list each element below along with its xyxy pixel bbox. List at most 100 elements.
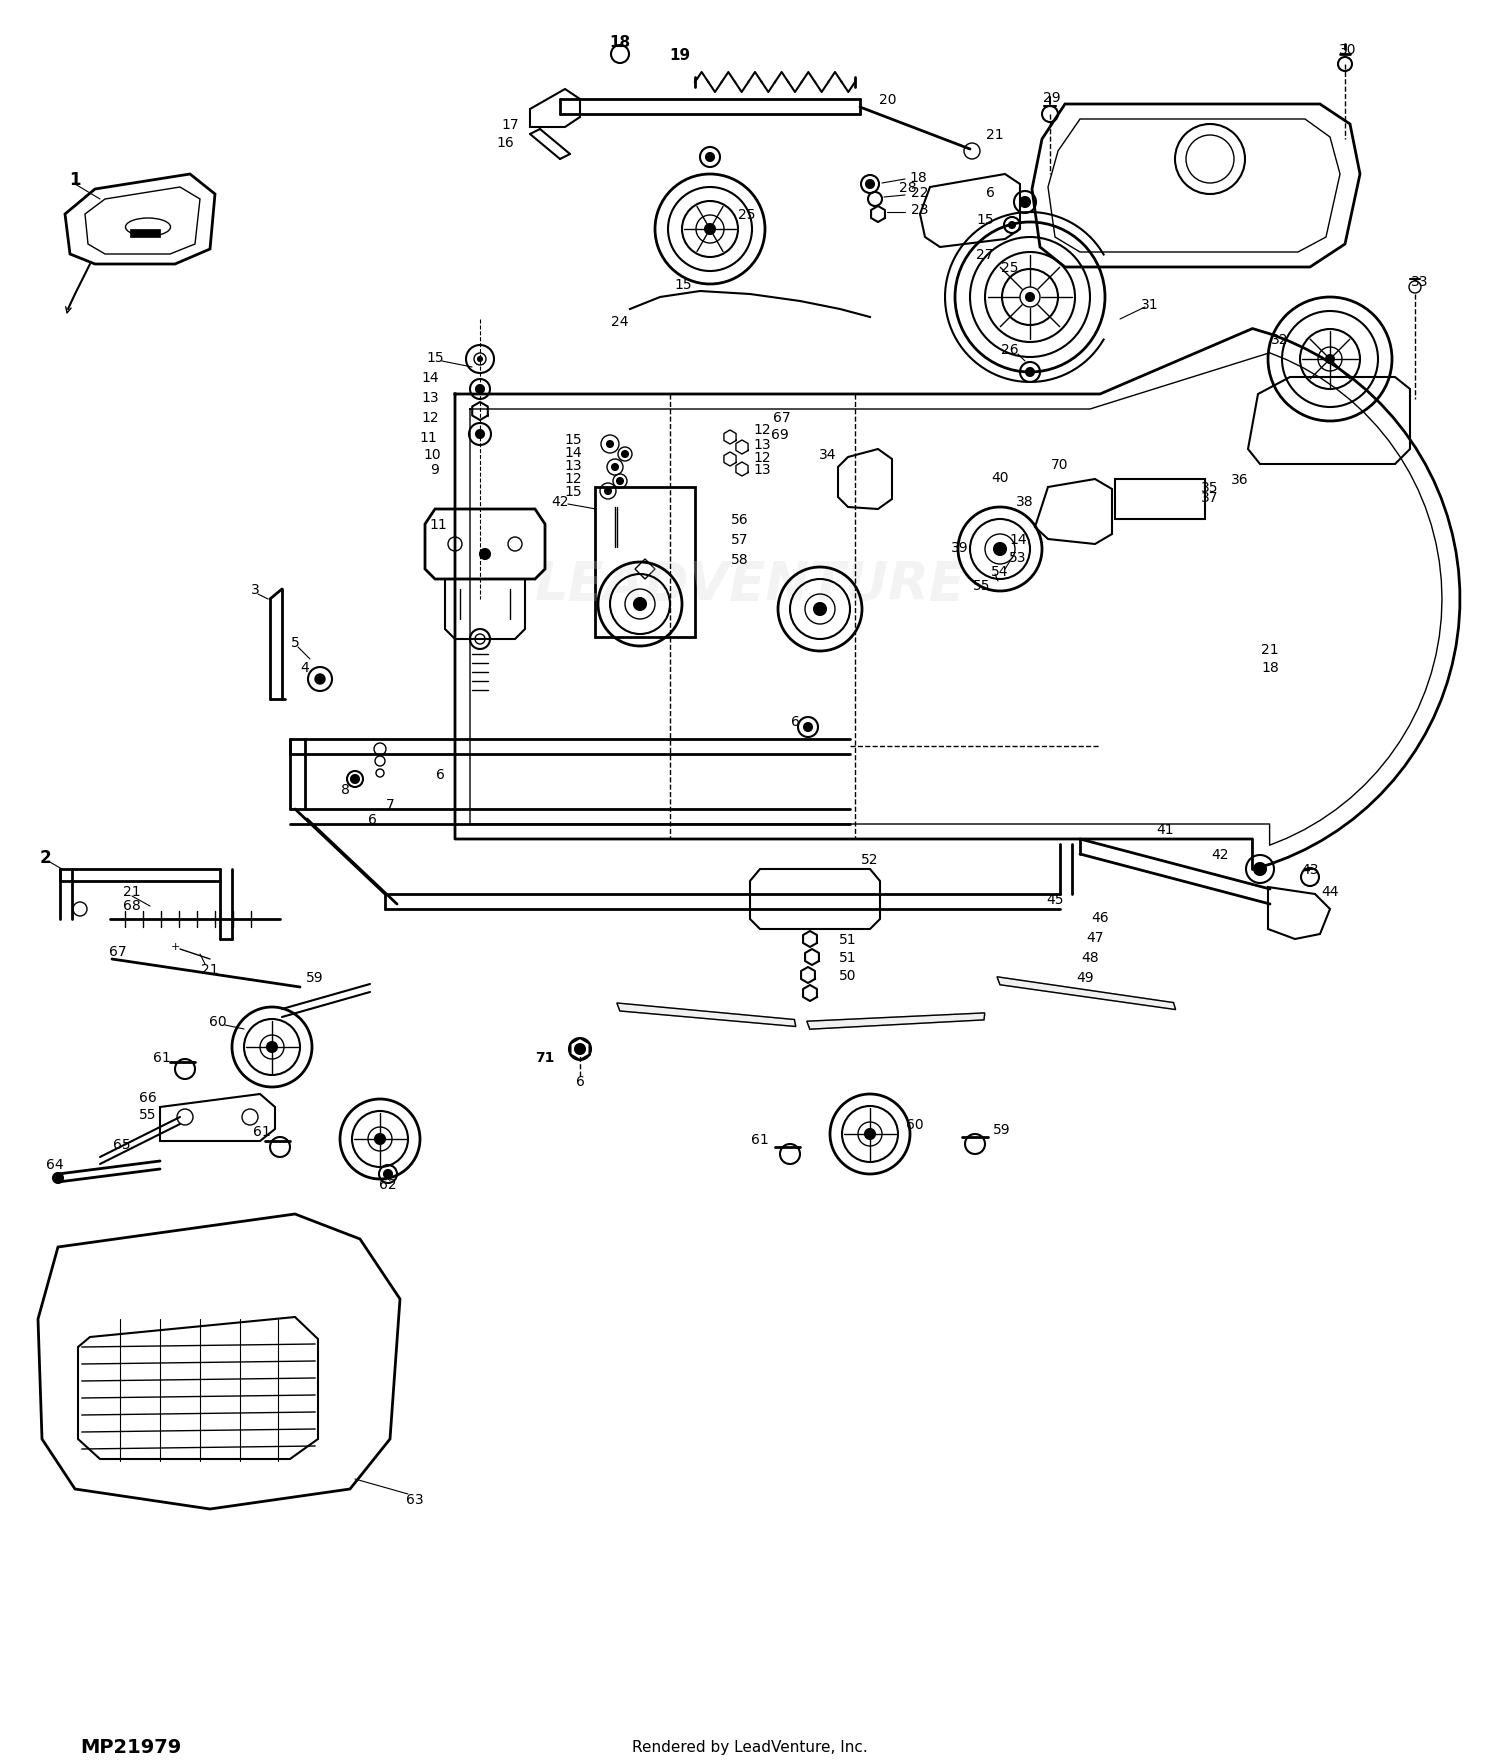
- Text: 27: 27: [976, 249, 993, 261]
- Text: 35: 35: [1202, 482, 1218, 494]
- Text: 23: 23: [910, 203, 928, 217]
- Polygon shape: [998, 977, 1176, 1011]
- Text: MP21979: MP21979: [80, 1738, 182, 1757]
- Text: 13: 13: [753, 437, 771, 452]
- Text: 15: 15: [564, 432, 582, 446]
- Text: 11: 11: [429, 517, 447, 531]
- Text: 65: 65: [112, 1138, 130, 1152]
- Text: 68: 68: [123, 898, 141, 912]
- Text: 12: 12: [753, 452, 771, 464]
- Text: 1: 1: [69, 171, 81, 189]
- Text: 6: 6: [790, 714, 800, 729]
- Text: 7: 7: [386, 797, 394, 811]
- Bar: [596, 487, 694, 637]
- Text: 33: 33: [1412, 275, 1428, 289]
- Text: 37: 37: [1202, 490, 1218, 505]
- Polygon shape: [616, 1004, 797, 1027]
- Text: 21: 21: [1262, 642, 1280, 656]
- Polygon shape: [807, 1013, 986, 1030]
- Text: 58: 58: [730, 552, 748, 566]
- Circle shape: [1020, 198, 1031, 208]
- Text: Rendered by LeadVenture, Inc.: Rendered by LeadVenture, Inc.: [632, 1739, 868, 1755]
- Text: 14: 14: [564, 446, 582, 460]
- Text: LEADVENTURE: LEADVENTURE: [534, 559, 966, 610]
- Circle shape: [622, 452, 628, 457]
- Circle shape: [574, 1044, 585, 1055]
- Text: 2: 2: [39, 848, 51, 866]
- Text: 15: 15: [674, 279, 692, 291]
- Circle shape: [634, 598, 646, 610]
- Text: 13: 13: [564, 459, 582, 473]
- Text: 20: 20: [879, 93, 897, 108]
- Text: 24: 24: [610, 314, 628, 328]
- Circle shape: [815, 603, 827, 616]
- Text: 14: 14: [422, 370, 440, 385]
- Text: 51: 51: [839, 933, 856, 947]
- Text: 18: 18: [609, 35, 630, 49]
- Text: 9: 9: [430, 462, 439, 476]
- Text: 38: 38: [1016, 494, 1034, 508]
- Text: 19: 19: [669, 48, 690, 62]
- Text: 12: 12: [422, 411, 440, 425]
- Text: 54: 54: [992, 564, 1008, 579]
- Circle shape: [612, 464, 618, 471]
- Circle shape: [616, 478, 622, 485]
- Text: 51: 51: [839, 951, 856, 965]
- Text: 15: 15: [976, 213, 994, 228]
- Text: 42: 42: [1210, 847, 1228, 861]
- Text: 59: 59: [993, 1122, 1011, 1136]
- Text: 61: 61: [752, 1132, 770, 1147]
- Text: 26: 26: [1000, 342, 1018, 356]
- Text: 55: 55: [974, 579, 990, 593]
- Circle shape: [351, 776, 358, 783]
- Text: 48: 48: [1082, 951, 1100, 965]
- Text: 28: 28: [898, 182, 916, 194]
- Text: 13: 13: [422, 392, 440, 404]
- Text: 31: 31: [1142, 298, 1160, 312]
- Circle shape: [1026, 295, 1033, 302]
- Text: 40: 40: [992, 471, 1008, 485]
- Text: 59: 59: [306, 970, 324, 984]
- Text: 22: 22: [910, 185, 928, 199]
- Text: 6: 6: [368, 813, 376, 827]
- Circle shape: [865, 182, 874, 189]
- Text: 70: 70: [1052, 457, 1068, 471]
- Text: 17: 17: [501, 118, 519, 132]
- Text: 43: 43: [1300, 863, 1318, 877]
- Text: 29: 29: [1042, 92, 1060, 104]
- Text: 66: 66: [140, 1090, 158, 1104]
- Circle shape: [706, 153, 714, 162]
- Bar: [130, 229, 160, 238]
- Text: 67: 67: [772, 411, 790, 425]
- Circle shape: [267, 1043, 278, 1053]
- Text: 67: 67: [110, 944, 128, 958]
- Text: 60: 60: [906, 1117, 924, 1131]
- Text: 45: 45: [1046, 893, 1064, 907]
- Text: 30: 30: [1340, 42, 1356, 56]
- Text: 71: 71: [536, 1050, 555, 1064]
- Circle shape: [476, 430, 484, 439]
- Circle shape: [705, 224, 716, 235]
- Text: 8: 8: [340, 783, 350, 797]
- Circle shape: [53, 1173, 63, 1184]
- Text: 36: 36: [1232, 473, 1250, 487]
- Text: 16: 16: [496, 136, 514, 150]
- Text: 4: 4: [300, 662, 309, 674]
- Circle shape: [994, 543, 1006, 556]
- Text: 62: 62: [380, 1177, 398, 1191]
- Text: 69: 69: [771, 427, 789, 441]
- Text: 12: 12: [564, 471, 582, 485]
- Text: 10: 10: [423, 448, 441, 462]
- Text: 21: 21: [201, 963, 219, 977]
- Text: 6: 6: [435, 767, 444, 781]
- Text: 6: 6: [986, 185, 994, 199]
- Text: 14: 14: [1010, 533, 1028, 547]
- Text: 47: 47: [1086, 930, 1104, 944]
- Text: 42: 42: [550, 494, 568, 508]
- Text: 21: 21: [986, 129, 1004, 141]
- Text: 15: 15: [564, 485, 582, 499]
- Circle shape: [476, 386, 484, 393]
- Text: 11: 11: [419, 430, 436, 445]
- Text: 18: 18: [1262, 662, 1280, 674]
- Text: 5: 5: [291, 635, 300, 649]
